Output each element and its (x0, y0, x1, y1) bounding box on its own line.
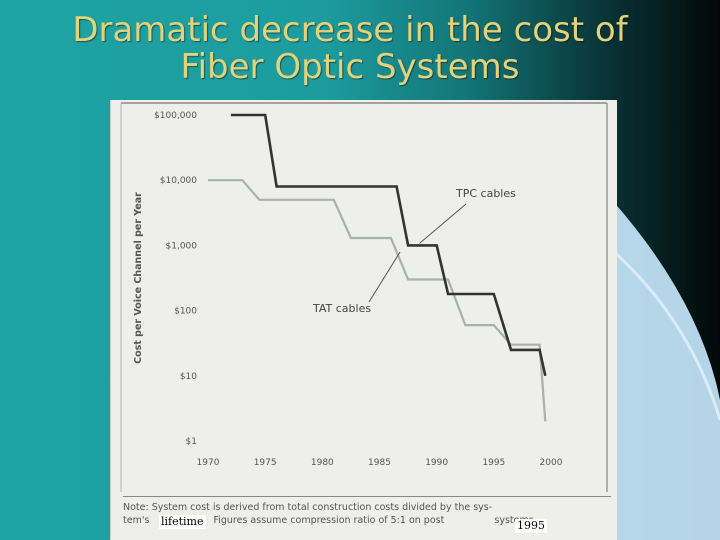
annotations: TPC cables TAT cables (312, 187, 516, 315)
tat-cables-line (208, 179, 547, 422)
note-line-2-middle: Figures assume compression ratio of 5:1 … (213, 515, 445, 526)
x-tick-label: 1985 (368, 458, 391, 468)
note-line-2-start: tem's (123, 515, 150, 526)
x-tick-label: 2000 (540, 458, 563, 468)
tpc-cables-line (230, 113, 547, 377)
x-axis: 1970 1975 1980 1985 1990 1995 2000 (197, 458, 563, 468)
y-axis-title: Cost per Voice Channel per Year (133, 192, 144, 364)
tat-leader-line (368, 251, 401, 303)
title-line-2: Fiber Optic Systems (180, 47, 520, 87)
y-axis: $100,000 $10,000 $1,000 $100 $10 $1 Cost per V… (133, 111, 197, 447)
cost-chart: $100,000 $10,000 $1,000 $100 $10 $1 Cost per V… (120, 102, 608, 492)
note-line-1: Note: System cost is derived from total … (123, 502, 493, 513)
note-line-2: tem's Figures assume compression ratio o… (123, 514, 611, 527)
slide-title: Dramatic decrease in the cost of Fiber O… (0, 12, 700, 86)
title-line-1: Dramatic decrease in the cost of (72, 10, 628, 50)
y-tick-label: $100,000 (154, 111, 197, 121)
x-tick-label: 1970 (197, 458, 220, 468)
y-tick-label: $10,000 (160, 176, 197, 186)
y-tick-label: $100 (174, 307, 197, 317)
note-line-2-end: systems (494, 515, 533, 526)
y-tick-label: $10 (180, 372, 197, 382)
tpc-leader-line (419, 203, 467, 244)
tat-cables-annotation: TAT cables (312, 302, 371, 315)
figure-note: Note: System cost is derived from total … (123, 496, 611, 527)
y-tick-label: $1,000 (166, 241, 198, 251)
series-lines (208, 113, 547, 422)
year-1995-label: 1995 (515, 519, 547, 533)
tpc-cables-annotation: TPC cables (455, 187, 516, 200)
y-tick-label: $1 (186, 437, 197, 447)
chart-figure: $100,000 $10,000 $1,000 $100 $10 $1 Cost per V… (110, 100, 617, 540)
x-tick-label: 1990 (425, 458, 448, 468)
x-tick-label: 1995 (482, 458, 505, 468)
x-tick-label: 1975 (254, 458, 277, 468)
lifetime-label: lifetime (159, 515, 206, 529)
x-tick-label: 1980 (311, 458, 334, 468)
